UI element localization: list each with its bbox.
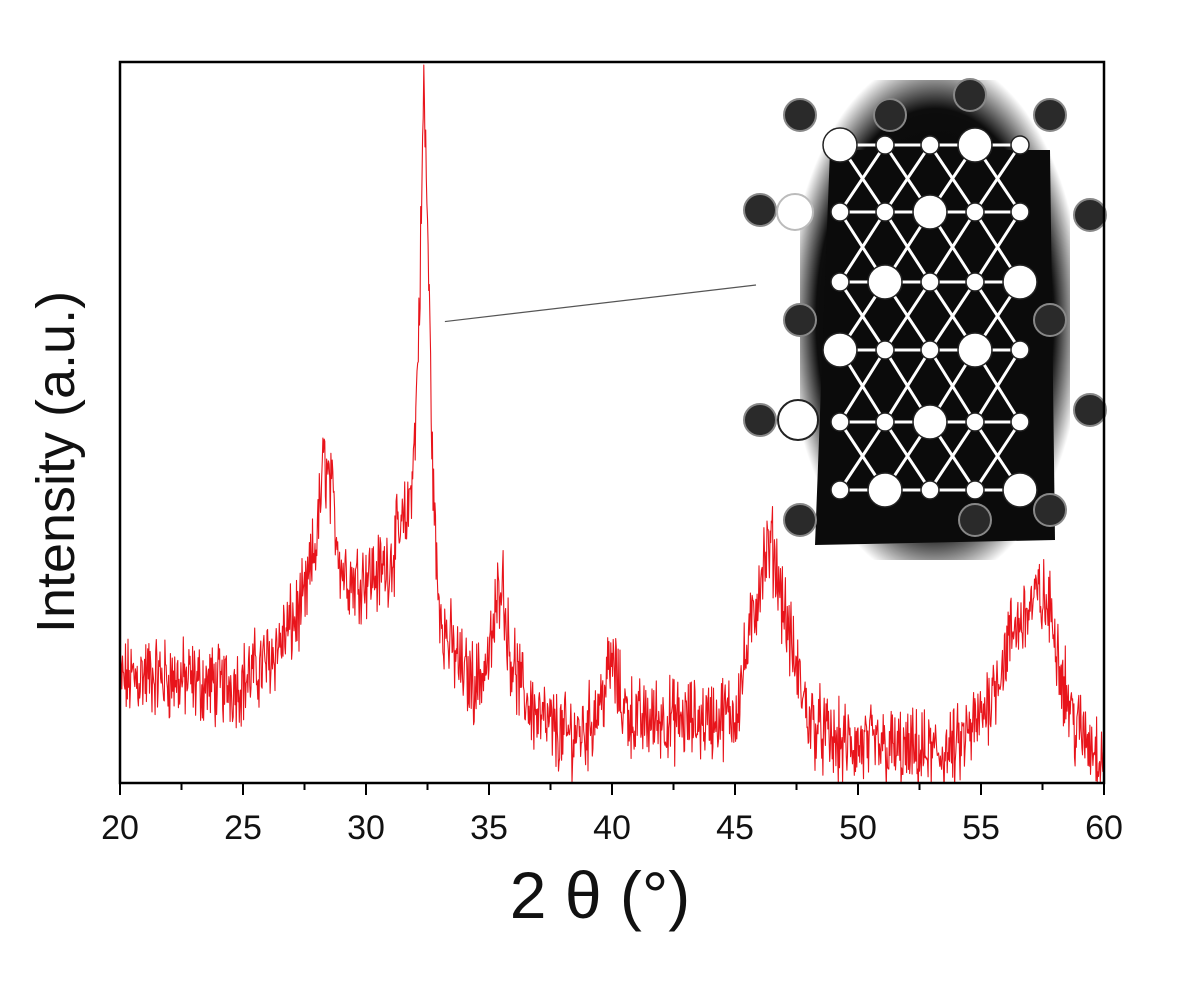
- inset-outer-atom: [743, 403, 777, 437]
- inset-outer-atom: [783, 303, 817, 337]
- inset-outer-atom: [1073, 198, 1107, 232]
- inset-atom: [822, 127, 858, 163]
- inset-bond: [928, 211, 977, 283]
- inset-atom: [1010, 412, 1030, 432]
- plot-area: [120, 64, 1104, 783]
- x-tick-label: 35: [470, 809, 508, 847]
- inset-atom: [875, 135, 895, 155]
- peak-pointer-line: [444, 284, 757, 323]
- inset-atom: [912, 404, 948, 440]
- inset-outer-atom: [958, 503, 992, 537]
- x-tick-label: 45: [716, 809, 754, 847]
- x-tick-label: 55: [962, 809, 1000, 847]
- inset-outer-atom: [743, 193, 777, 227]
- inset-outer-atom: [1033, 98, 1067, 132]
- inset-bond: [838, 421, 887, 491]
- inset-atom: [1010, 135, 1030, 155]
- inset-atom: [875, 412, 895, 432]
- inset-atom: [920, 340, 940, 360]
- inset-atom: [830, 202, 850, 222]
- x-axis-tick-labels: 20 25 30 35 40 45 50 55 60: [101, 809, 1123, 847]
- inset-atom: [777, 399, 819, 441]
- inset-bond: [838, 349, 887, 423]
- inset-atom: [920, 272, 940, 292]
- inset-bond: [883, 144, 932, 213]
- inset-atom: [965, 272, 985, 292]
- inset-atom: [830, 412, 850, 432]
- inset-bond: [973, 421, 1022, 491]
- inset-atom: [867, 472, 903, 508]
- inset-atom: [1002, 472, 1038, 508]
- inset-bond: [928, 281, 977, 351]
- x-tick-label: 20: [101, 809, 139, 847]
- inset-outer-atom: [783, 98, 817, 132]
- inset-outer-atom: [873, 98, 907, 132]
- inset-outer-atom: [1033, 303, 1067, 337]
- inset-bond: [883, 349, 932, 423]
- inset-bond: [973, 144, 1022, 213]
- inset-bond: [973, 349, 1022, 423]
- inset-atom: [867, 264, 903, 300]
- inset-atom: [830, 480, 850, 500]
- x-axis-title: 2 θ (°): [510, 858, 690, 932]
- inset-atom: [1002, 264, 1038, 300]
- series-line: [120, 64, 1104, 783]
- x-tick-label: 25: [224, 809, 262, 847]
- x-axis-ticks: [119, 783, 1105, 795]
- inset-atom: [875, 340, 895, 360]
- inset-atom: [830, 272, 850, 292]
- inset-atom: [912, 194, 948, 230]
- inset-atom: [776, 193, 814, 231]
- inset-atom: [920, 135, 940, 155]
- inset-outer-atom: [953, 78, 987, 112]
- inset-atom: [875, 202, 895, 222]
- y-axis-title: Intensity (a.u.): [26, 291, 86, 633]
- x-tick-label: 40: [593, 809, 631, 847]
- inset-atom: [1010, 202, 1030, 222]
- crystal-structure-inset: [743, 78, 1107, 560]
- x-tick-label: 50: [839, 809, 877, 847]
- inset-atom: [965, 412, 985, 432]
- x-tick-label: 60: [1085, 809, 1123, 847]
- inset-atom: [957, 127, 993, 163]
- inset-atom: [965, 480, 985, 500]
- inset-outer-atom: [1033, 493, 1067, 527]
- inset-atom: [920, 480, 940, 500]
- inset-bond: [883, 281, 932, 351]
- inset-outer-atom: [783, 503, 817, 537]
- inset-bond: [928, 421, 977, 491]
- x-tick-label: 30: [347, 809, 385, 847]
- inset-atom: [965, 202, 985, 222]
- inset-bond: [838, 211, 887, 283]
- inset-bond: [838, 144, 887, 213]
- inset-atom: [822, 332, 858, 368]
- inset-atom: [1010, 340, 1030, 360]
- inset-outer-atom: [1073, 393, 1107, 427]
- inset-bond: [973, 211, 1022, 283]
- inset-atom: [957, 332, 993, 368]
